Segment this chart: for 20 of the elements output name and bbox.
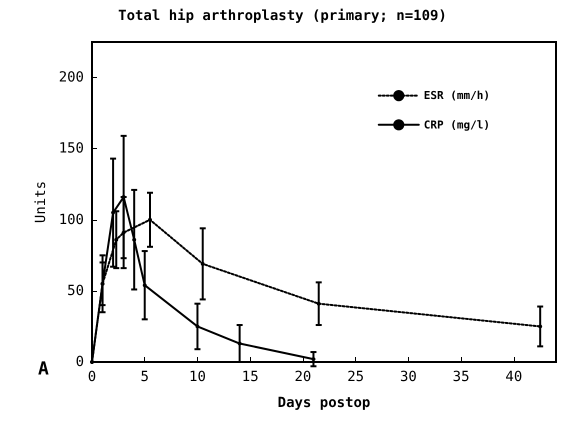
x-tick-label: 0 xyxy=(88,369,96,385)
x-tick-label: 35 xyxy=(452,369,470,385)
legend-label: CRP (mg/l) xyxy=(424,118,490,132)
y-tick-label: 0 xyxy=(76,354,84,370)
x-tick-label: 5 xyxy=(140,369,149,385)
chart-title: Total hip arthroplasty (primary; n=109) xyxy=(118,8,447,24)
text: A xyxy=(38,358,49,380)
x-axis-title: Days postop xyxy=(278,395,370,411)
x-tick-label: 40 xyxy=(505,369,522,385)
y-tick-label: 100 xyxy=(58,212,84,228)
x-tick-label: 30 xyxy=(400,369,417,385)
y-axis-title: Units xyxy=(32,180,49,224)
legend-label: ESR (mm/h) xyxy=(424,89,490,102)
x-tick-label: 10 xyxy=(189,369,206,385)
y-tick-label: 150 xyxy=(58,140,84,157)
x-tick-label: 25 xyxy=(347,369,364,385)
x-tick-label: 20 xyxy=(294,369,312,385)
y-tick-label: 50 xyxy=(67,282,84,299)
y-tick-label: 200 xyxy=(58,70,84,86)
x-tick-label: 15 xyxy=(242,369,259,385)
